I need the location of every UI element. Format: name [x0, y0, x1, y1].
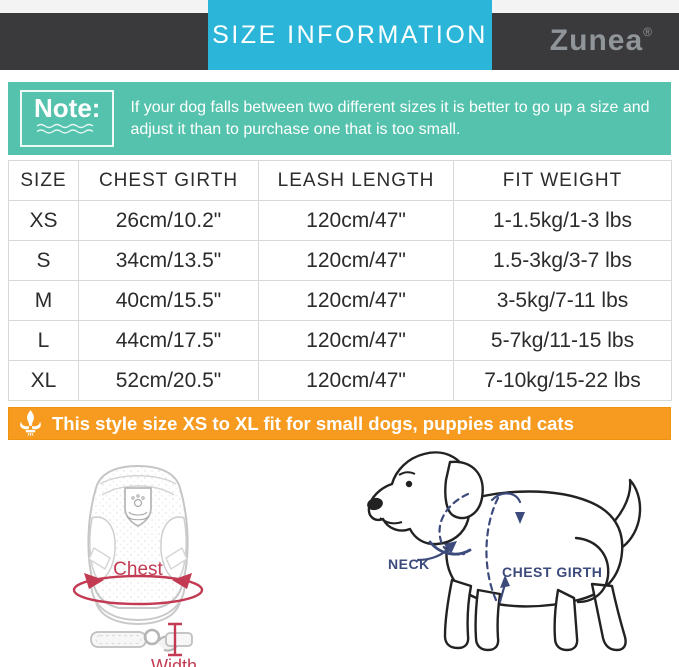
harness-illustration-icon: Chest Width: [72, 465, 204, 667]
size-cell: XS: [8, 200, 79, 242]
fit-banner-text: This style size XS to XL fit for small d…: [52, 412, 574, 434]
table-row-m: M 40cm/15.5" 120cm/47" 3-5kg/7-11 lbs: [8, 280, 672, 322]
table-row-xl: XL 52cm/20.5" 120cm/47" 7-10kg/15-22 lbs: [8, 360, 672, 402]
chest-girth-cell: 40cm/15.5": [78, 280, 259, 322]
table-header-row: SIZE CHEST GIRTH LEASH LENGTH FIT WEIGHT: [8, 160, 672, 202]
leash-length-cell: 120cm/47": [258, 240, 454, 282]
size-table: SIZE CHEST GIRTH LEASH LENGTH FIT WEIGHT…: [8, 160, 672, 402]
chest-girth-cell: 34cm/13.5": [78, 240, 259, 282]
size-cell: M: [8, 280, 79, 322]
note-label: Note:: [34, 93, 101, 123]
fleur-de-lis-icon: [20, 410, 41, 438]
size-cell: XL: [8, 360, 79, 402]
leash-length-cell: 120cm/47": [258, 320, 454, 362]
registered-mark: ®: [643, 25, 653, 39]
leash-length-cell: 120cm/47": [258, 200, 454, 242]
figures-section: Chest Width: [0, 440, 679, 667]
col-header-chest-girth: CHEST GIRTH: [78, 160, 259, 202]
dog-illustration-icon: NECK CHEST GIRTH: [367, 451, 642, 652]
fit-weight-cell: 3-5kg/7-11 lbs: [453, 280, 672, 322]
leash-length-cell: 120cm/47": [258, 280, 454, 322]
col-header-fit-weight: FIT WEIGHT: [453, 160, 672, 202]
chest-girth-cell: 44cm/17.5": [78, 320, 259, 362]
brand-logo: Zunea®: [550, 24, 653, 58]
chest-girth-label: CHEST GIRTH: [502, 564, 602, 580]
dog-figure: NECK CHEST GIRTH: [352, 440, 676, 667]
table-row-s: S 34cm/13.5" 120cm/47" 1.5-3kg/3-7 lbs: [8, 240, 672, 282]
chest-girth-cell: 26cm/10.2": [78, 200, 259, 242]
chest-label: Chest: [113, 559, 163, 580]
leash-length-cell: 120cm/47": [258, 360, 454, 402]
note-badge: Note:: [20, 90, 115, 148]
fit-weight-cell: 5-7kg/11-15 lbs: [453, 320, 672, 362]
note-text: If your dog falls between two different …: [130, 98, 650, 138]
fit-weight-cell: 7-10kg/15-22 lbs: [453, 360, 672, 402]
width-label: Width: [151, 656, 197, 667]
table-row-xs: XS 26cm/10.2" 120cm/47" 1-1.5kg/1-3 lbs: [8, 200, 672, 242]
neck-label: NECK: [388, 556, 430, 572]
harness-figure: Chest Width: [66, 462, 276, 667]
header: SIZE INFORMATION Zunea®: [0, 0, 679, 70]
size-cell: S: [8, 240, 79, 282]
table-row-l: L 44cm/17.5" 120cm/47" 5-7kg/11-15 lbs: [8, 320, 672, 362]
chest-girth-cell: 52cm/20.5": [78, 360, 259, 402]
note-strip: Note: If your dog falls between two diff…: [8, 82, 671, 156]
fit-banner: This style size XS to XL fit for small d…: [8, 407, 671, 441]
size-cell: L: [8, 320, 79, 362]
page-title: SIZE INFORMATION: [208, 0, 492, 70]
brand-name: Zunea: [549, 24, 644, 57]
col-header-leash-length: LEASH LENGTH: [258, 160, 454, 202]
wavy-underline-icon: [36, 124, 94, 134]
fit-weight-cell: 1-1.5kg/1-3 lbs: [453, 200, 672, 242]
col-header-size: SIZE: [8, 160, 79, 202]
fit-weight-cell: 1.5-3kg/3-7 lbs: [453, 240, 672, 282]
